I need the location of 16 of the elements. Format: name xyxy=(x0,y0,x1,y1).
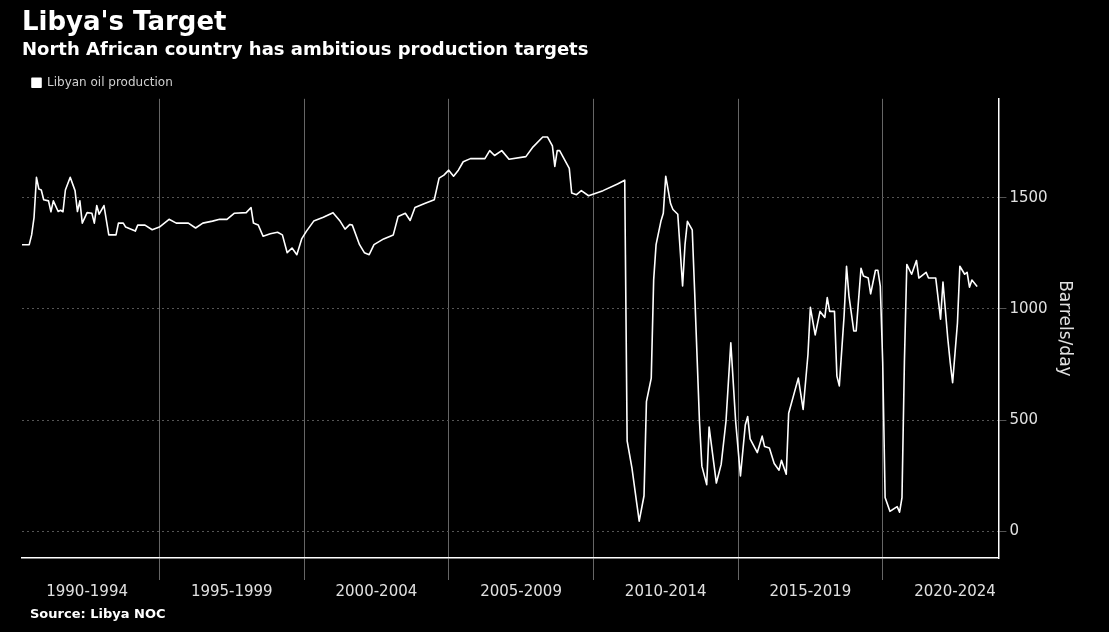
y-tick-label: 0 xyxy=(1009,521,1019,540)
x-tick-label: 2010-2014 xyxy=(624,581,707,600)
y-tick-label: 1500 xyxy=(1009,187,1048,206)
source-note: Source: Libya NOC xyxy=(30,606,166,621)
x-tick-label: 1995-1999 xyxy=(190,581,273,600)
legend-label: Libyan oil production xyxy=(47,74,173,89)
y-axis-title: Barrels/day xyxy=(1056,280,1077,377)
chart-subtitle: North African country has ambitious production targets xyxy=(22,37,589,59)
x-tick-label: 2015-2019 xyxy=(769,581,852,600)
chart-title: Libya's Target xyxy=(22,6,227,37)
x-tick-label: 1990-1994 xyxy=(46,581,128,600)
y-tick-label: 1000 xyxy=(1009,298,1048,317)
x-tick-label: 2000-2004 xyxy=(335,581,418,600)
y-tick-label: 500 xyxy=(1009,410,1039,429)
x-tick-label: 2005-2009 xyxy=(480,581,562,600)
x-tick-label: 2020-2024 xyxy=(914,581,996,600)
